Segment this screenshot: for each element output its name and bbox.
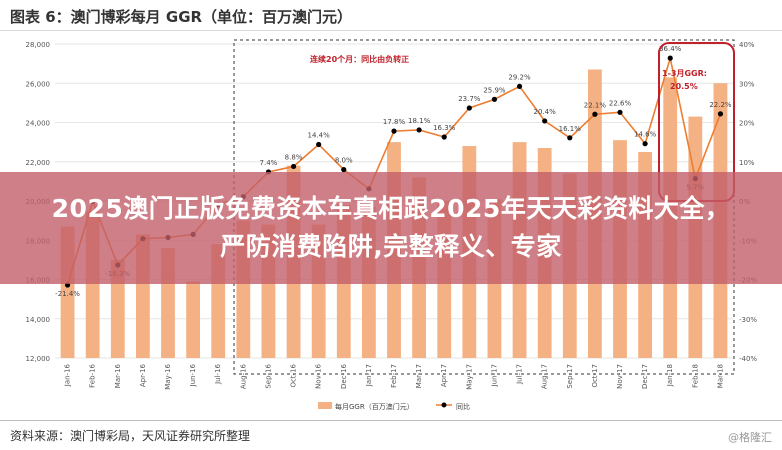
x-tick-label: Jan-18 — [666, 364, 674, 387]
yoy-point — [316, 141, 322, 148]
yoy-data-label: 16.1% — [559, 125, 582, 133]
yoy-point — [542, 118, 548, 124]
x-tick-label: Feb-17 — [390, 364, 398, 388]
x-tick-label: Feb-16 — [89, 363, 97, 387]
left-tick-label: 12,000 — [26, 355, 51, 363]
yoy-data-label: 23.7% — [458, 95, 481, 103]
legend-bar-swatch — [318, 402, 332, 409]
legend-line-marker — [441, 402, 447, 408]
yoy-data-label: 8.8% — [285, 153, 303, 161]
yoy-point — [391, 128, 397, 134]
yoy-data-label: 14.6% — [634, 131, 657, 139]
right-tick-label: 40% — [739, 41, 755, 49]
left-tick-label: 26,000 — [26, 80, 51, 88]
x-tick-label: Apr-16 — [139, 363, 147, 387]
yoy-point — [642, 141, 648, 147]
yoy-data-label: 29.2% — [508, 73, 531, 81]
yoy-point — [290, 163, 297, 170]
yoy-point — [341, 167, 347, 173]
left-tick-label: 24,000 — [26, 120, 51, 128]
right-tick-label: -30% — [739, 316, 757, 324]
yoy-data-label: -21.4% — [55, 290, 80, 298]
x-tick-label: May-17 — [465, 364, 473, 390]
x-tick-label: Mar-16 — [114, 363, 122, 388]
yoy-data-label: 17.8% — [383, 118, 406, 126]
right-tick-label: 30% — [739, 80, 755, 88]
left-tick-label: 28,000 — [26, 41, 51, 49]
yoy-point — [416, 127, 422, 133]
x-tick-label: Apr-17 — [440, 364, 448, 387]
x-tick-label: Jun-17 — [490, 364, 498, 387]
x-tick-label: Jul-16 — [214, 363, 222, 384]
figure-title: 图表 6：澳门博彩每月 GGR（单位：百万澳门元） — [10, 8, 353, 26]
figure-header: 图表 6：澳门博彩每月 GGR（单位：百万澳门元） — [0, 0, 782, 31]
legend-line-label: 同比 — [456, 402, 470, 411]
yoy-point — [567, 135, 573, 141]
yoy-point — [617, 109, 623, 115]
streak-annotation: 连续20个月：同比由负转正 — [310, 54, 409, 64]
yoy-point — [667, 55, 673, 61]
yoy-point — [516, 83, 523, 89]
x-tick-label: Mar-18 — [716, 364, 724, 388]
yoy-data-label: 8.0% — [335, 157, 353, 165]
left-tick-label: 14,000 — [26, 316, 51, 324]
right-tick-label: 10% — [739, 159, 755, 167]
x-tick-label: Mar-17 — [415, 364, 423, 388]
ggr-bar — [110, 259, 125, 358]
yoy-point — [717, 111, 724, 117]
source-note: 资料来源：澳门博彩局，天风证券研究所整理 — [10, 429, 251, 443]
x-tick-label: Aug-16 — [239, 363, 247, 389]
watermark: @格隆汇 — [728, 431, 772, 444]
yoy-data-label: 16.3% — [433, 124, 456, 132]
yoy-point — [466, 105, 472, 111]
yoy-data-label: 25.9% — [483, 86, 506, 94]
ytd-annotation-value: 20.5% — [670, 82, 698, 91]
footer-divider — [0, 420, 782, 421]
yoy-data-label: 36.4% — [659, 45, 682, 53]
x-tick-label: Jan-17 — [365, 364, 373, 387]
x-tick-label: Sep-16 — [264, 363, 272, 388]
right-tick-label: 20% — [739, 120, 755, 128]
x-tick-label: Nov-17 — [616, 364, 624, 389]
x-tick-label: Jul-17 — [516, 364, 524, 385]
x-tick-label: Dec-16 — [340, 363, 348, 389]
overlay-banner: 2025澳门正版免费资本车真相跟2025年天天彩资料大全，严防消费陷阱,完整释义… — [0, 172, 782, 284]
yoy-data-label: 7.4% — [260, 159, 278, 167]
x-tick-label: May-16 — [164, 363, 172, 389]
yoy-data-label: 20.4% — [534, 108, 557, 116]
yoy-data-label: 22.2% — [709, 101, 732, 109]
yoy-data-label: 22.1% — [584, 101, 607, 109]
yoy-data-label: 14.4% — [308, 131, 331, 139]
x-tick-label: Dec-17 — [641, 364, 649, 389]
left-tick-label: 22,000 — [26, 159, 51, 167]
yoy-point — [592, 111, 598, 117]
yoy-data-label: 22.6% — [609, 99, 632, 107]
x-axis-labels: Jan-16 Feb-16 Mar-16 Apr-16 May-16 Jun-16 Jul-… — [64, 363, 725, 389]
x-tick-label: Oct-17 — [591, 364, 599, 388]
yoy-point — [441, 134, 447, 140]
yoy-point — [491, 96, 498, 102]
legend-bar-label: 每月GGR（百万澳门元） — [335, 402, 414, 411]
x-tick-label: Oct-16 — [290, 363, 298, 387]
chart-legend: 每月GGR（百万澳门元） 同比 — [318, 402, 470, 411]
x-tick-label: Jan-16 — [64, 363, 72, 387]
right-tick-label: -40% — [739, 355, 757, 363]
x-tick-label: Aug-17 — [541, 364, 549, 389]
x-tick-label: Feb-18 — [691, 364, 699, 388]
yoy-data-label: 18.1% — [408, 117, 431, 125]
ytd-annotation-label: 1-3月GGR: — [662, 69, 707, 78]
x-tick-label: Nov-16 — [315, 363, 323, 388]
ggr-bar — [186, 281, 201, 358]
overlay-banner-text: 2025澳门正版免费资本车真相跟2025年天天彩资料大全，严防消费陷阱,完整释义… — [51, 194, 731, 261]
x-tick-label: Sep-17 — [566, 364, 574, 389]
x-tick-label: Jun-16 — [189, 363, 197, 387]
